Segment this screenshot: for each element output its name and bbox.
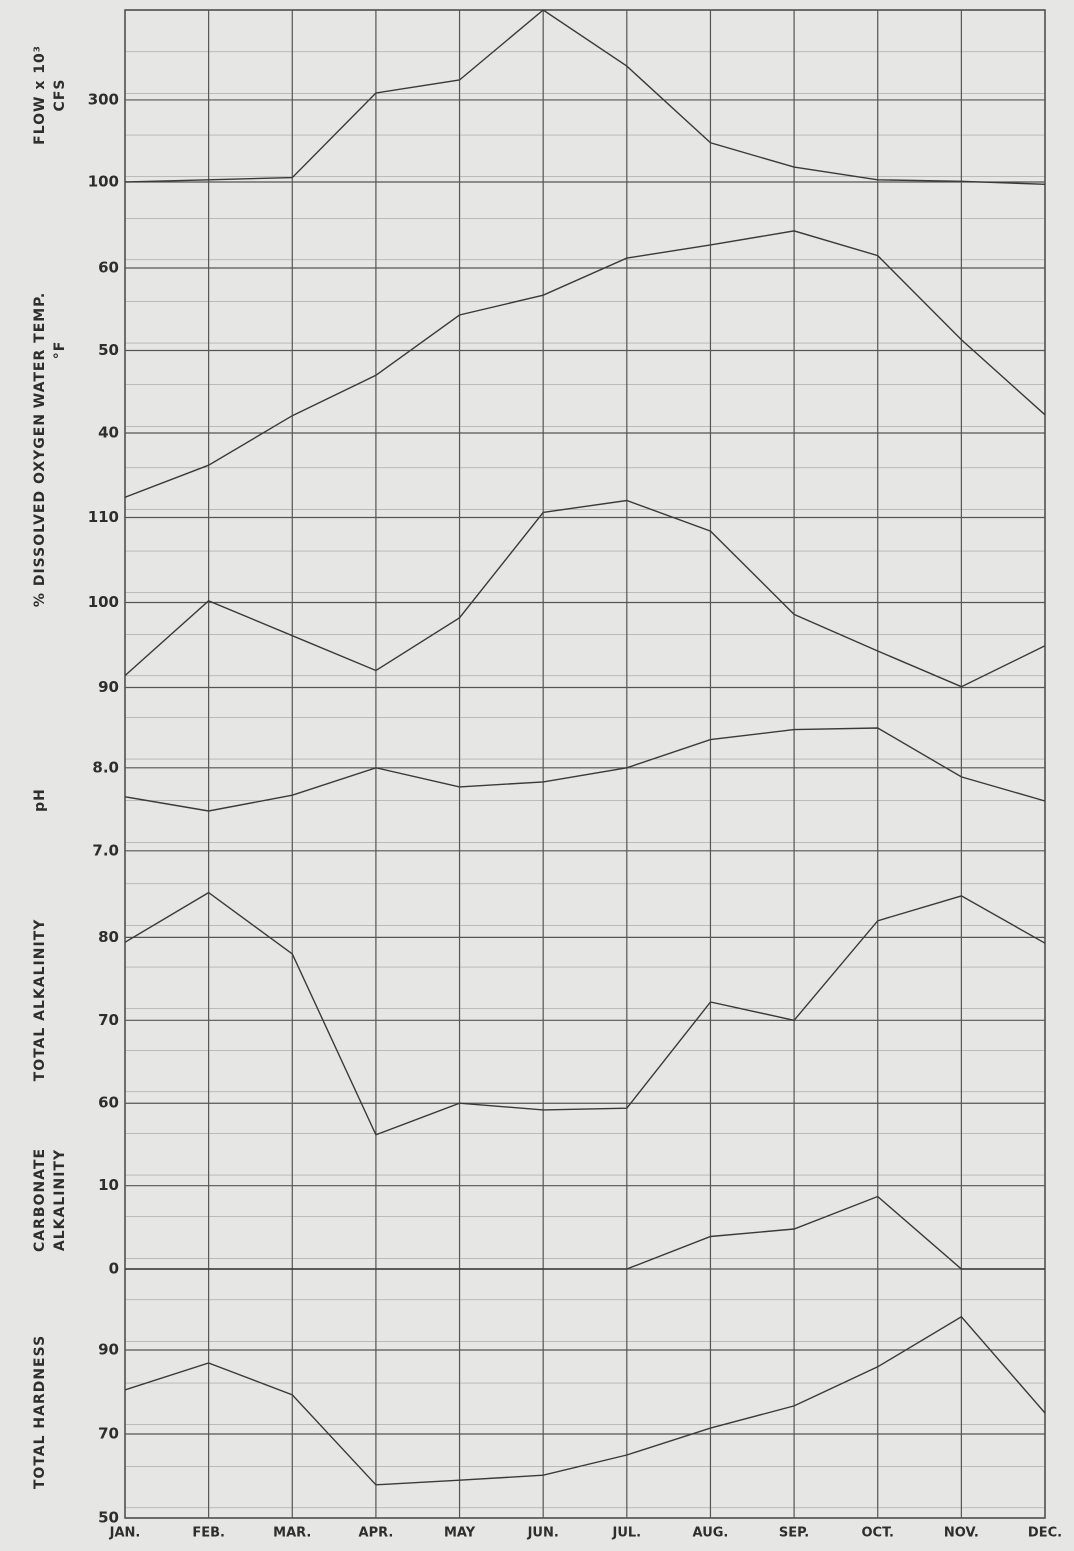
minor-grid xyxy=(125,10,1045,1518)
x-tick-label: NOV. xyxy=(944,1526,979,1541)
x-tick-label: FEB. xyxy=(192,1526,225,1541)
data-line xyxy=(124,727,1046,812)
x-tick-label: APR. xyxy=(359,1526,394,1541)
data-line xyxy=(125,1195,1045,1270)
y-axis-label: % DISSOLVED OXYGEN xyxy=(32,413,48,607)
y-tick-label: 40 xyxy=(98,424,119,442)
y-tick-label: 90 xyxy=(98,678,119,696)
y-axis-label: TOTAL ALKALINITY xyxy=(32,919,48,1082)
x-tick-label: MAR. xyxy=(273,1526,311,1541)
y-axis-label: TOTAL HARDNESS xyxy=(32,1335,48,1489)
y-tick-label: 100 xyxy=(88,593,119,611)
x-tick-label: JAN. xyxy=(109,1526,141,1541)
y-tick-label: 100 xyxy=(88,173,119,191)
x-tick-label: JUL. xyxy=(612,1526,642,1541)
data-line xyxy=(124,230,1046,498)
y-axis-label: ALKALINITY xyxy=(52,1149,68,1251)
y-axis-label: CFS xyxy=(52,79,68,112)
y-axis-label: CARBONATE xyxy=(32,1148,48,1252)
y-tick-label: 80 xyxy=(98,928,119,946)
y-tick-label: 110 xyxy=(88,508,119,526)
x-tick-label: DEC. xyxy=(1028,1526,1062,1541)
y-axis-label: °F xyxy=(52,341,68,360)
x-tick-label: MAY xyxy=(444,1526,476,1541)
y-tick-label: 50 xyxy=(98,341,119,359)
y-tick-label: 0 xyxy=(109,1260,119,1278)
x-tick-label: JUN. xyxy=(527,1526,559,1541)
y-axis-label: FLOW x 10³ xyxy=(32,45,48,145)
data-line xyxy=(124,891,1046,1136)
y-tick-label: 70 xyxy=(98,1425,119,1443)
y-tick-label: 60 xyxy=(98,1094,119,1112)
y-tick-label: 60 xyxy=(98,259,119,277)
y-axis-label: WATER TEMP. xyxy=(32,292,48,408)
x-tick-label: OCT. xyxy=(862,1526,894,1541)
y-tick-label: 50 xyxy=(98,1509,119,1527)
y-tick-label: 8.0 xyxy=(92,758,119,776)
y-tick-label: 300 xyxy=(88,90,119,108)
y-tick-label: 7.0 xyxy=(92,841,119,859)
x-tick-label: SEP. xyxy=(779,1526,809,1541)
data-line xyxy=(124,9,1046,185)
y-tick-label: 10 xyxy=(98,1176,119,1194)
data-line xyxy=(124,499,1046,688)
data-line xyxy=(124,1315,1046,1486)
y-axis-label: pH xyxy=(32,788,48,812)
y-tick-label: 90 xyxy=(98,1341,119,1359)
y-tick-label: 70 xyxy=(98,1011,119,1029)
x-tick-label: AUG. xyxy=(693,1526,729,1541)
